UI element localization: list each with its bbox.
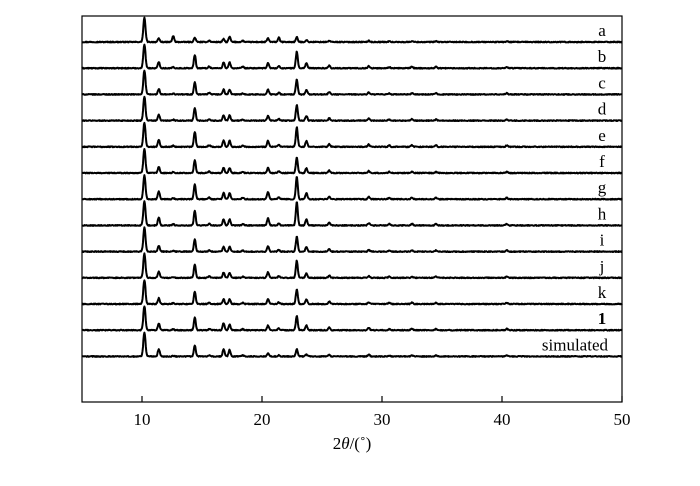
x-axis-title-prefix: 2 [333, 434, 342, 453]
trace-i [81, 226, 623, 253]
x-axis-ticks: 10 20 30 40 50 [134, 396, 631, 429]
trace-group [81, 16, 623, 358]
trace-c [81, 69, 623, 96]
trace-label-simulated: simulated [542, 335, 609, 354]
x-tick-label-40: 40 [494, 410, 511, 429]
trace-label-b: b [598, 47, 607, 66]
x-axis-title-unit: /(˚) [350, 434, 372, 453]
trace-label-1: 1 [598, 309, 607, 328]
x-tick-label-10: 10 [134, 410, 151, 429]
trace-k [81, 279, 623, 306]
trace-e [81, 121, 623, 149]
trace-a [81, 16, 623, 44]
trace-g [81, 174, 623, 201]
trace-label-i: i [600, 231, 605, 250]
x-tick-label-30: 30 [374, 410, 391, 429]
trace-label-k: k [598, 283, 607, 302]
trace-label-e: e [598, 126, 606, 145]
x-tick-label-20: 20 [254, 410, 271, 429]
trace-j [81, 252, 623, 280]
trace-h [81, 200, 623, 227]
trace-label-c: c [598, 73, 606, 92]
x-axis-title: 2θ/(˚) [333, 434, 372, 453]
trace-b [81, 43, 623, 70]
trace-f [81, 148, 623, 175]
trace-label-h: h [598, 204, 607, 223]
plot-frame [81, 15, 623, 403]
x-tick-label-50: 50 [614, 410, 631, 429]
trace-label-j: j [599, 257, 605, 276]
trace-label-f: f [599, 152, 605, 171]
trace-d [81, 95, 623, 122]
trace-label-g: g [598, 178, 607, 197]
x-axis-title-theta: θ [341, 434, 349, 453]
trace-label-d: d [598, 100, 607, 119]
trace-1 [81, 305, 623, 332]
trace-label-a: a [598, 21, 606, 40]
trace-simulated [81, 331, 623, 358]
